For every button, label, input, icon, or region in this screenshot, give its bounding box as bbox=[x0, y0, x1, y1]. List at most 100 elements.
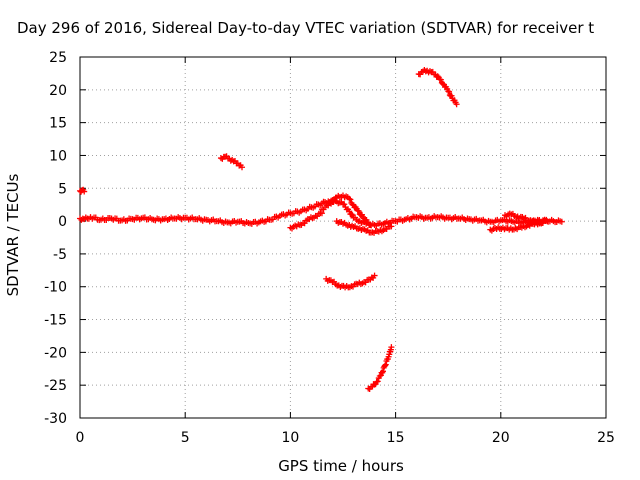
data-point bbox=[237, 162, 244, 169]
data-point bbox=[96, 217, 103, 224]
x-tick-label: 0 bbox=[76, 430, 85, 446]
data-point bbox=[233, 219, 240, 226]
data-point bbox=[222, 218, 229, 225]
data-point bbox=[434, 73, 441, 80]
y-tick-label: 15 bbox=[49, 116, 67, 132]
series-0 bbox=[77, 186, 88, 195]
data-point bbox=[439, 80, 446, 87]
data-point bbox=[519, 213, 526, 220]
x-tick-label: 10 bbox=[281, 430, 299, 446]
chart-title: Day 296 of 2016, Sidereal Day-to-day VTE… bbox=[17, 19, 594, 37]
data-point bbox=[254, 220, 261, 227]
data-point bbox=[437, 76, 444, 83]
series-6 bbox=[502, 210, 546, 227]
y-tick-label: 10 bbox=[49, 148, 67, 164]
data-point bbox=[387, 346, 394, 353]
series-10 bbox=[365, 344, 395, 392]
data-point bbox=[347, 196, 354, 203]
data-point bbox=[446, 88, 453, 95]
data-point bbox=[311, 214, 318, 221]
data-point bbox=[341, 201, 348, 208]
data-point bbox=[349, 201, 356, 208]
y-tick-label: -20 bbox=[44, 345, 67, 361]
data-point bbox=[330, 199, 337, 206]
data-point bbox=[380, 227, 387, 234]
data-point bbox=[317, 202, 324, 209]
data-point bbox=[275, 214, 282, 221]
data-point bbox=[374, 378, 381, 385]
y-tick-label: 5 bbox=[58, 181, 67, 197]
data-point bbox=[296, 209, 303, 216]
data-point bbox=[346, 284, 353, 291]
y-tick-label: -10 bbox=[44, 280, 67, 296]
data-point bbox=[217, 155, 224, 162]
data-point bbox=[327, 277, 334, 284]
y-tick-label: -25 bbox=[44, 378, 67, 394]
data-point bbox=[348, 211, 355, 218]
data-point bbox=[548, 216, 555, 223]
data-point bbox=[448, 92, 455, 99]
y-tick-label: -5 bbox=[53, 247, 67, 263]
data-point bbox=[464, 215, 471, 222]
data-point bbox=[304, 216, 311, 223]
data-point bbox=[401, 216, 408, 223]
data-point bbox=[380, 220, 387, 227]
data-point bbox=[506, 217, 513, 224]
data-point bbox=[355, 208, 362, 215]
series-3 bbox=[287, 210, 325, 232]
x-axis-label: GPS time / hours bbox=[278, 457, 404, 475]
data-point bbox=[148, 216, 155, 223]
plot-frame bbox=[79, 56, 607, 419]
data-point bbox=[345, 206, 352, 213]
data-point bbox=[243, 218, 250, 225]
data-point bbox=[364, 219, 371, 226]
data-point bbox=[361, 226, 368, 233]
data-points bbox=[77, 67, 565, 392]
data-point bbox=[127, 215, 134, 222]
data-point bbox=[523, 223, 530, 230]
x-tick-label: 25 bbox=[597, 430, 615, 446]
y-tick-label: -30 bbox=[44, 411, 67, 427]
data-point bbox=[386, 223, 393, 230]
data-point bbox=[306, 203, 313, 210]
data-point bbox=[452, 99, 459, 106]
data-point bbox=[359, 280, 366, 287]
data-point bbox=[138, 215, 145, 222]
data-point bbox=[438, 79, 445, 86]
data-point bbox=[485, 217, 492, 224]
data-point bbox=[376, 372, 383, 379]
axis-ticks: 0 5 10 15 20 25 -30 -25 -20 -15 -10 -5 0 5 10 15 20 25 bbox=[44, 50, 615, 446]
data-point bbox=[285, 209, 292, 216]
y-tick-label: 20 bbox=[49, 83, 67, 99]
data-point bbox=[229, 156, 236, 163]
data-point bbox=[359, 213, 366, 220]
data-point bbox=[317, 210, 324, 217]
series-2 bbox=[318, 192, 374, 229]
grid bbox=[80, 57, 606, 418]
data-point bbox=[379, 368, 386, 375]
series-4 bbox=[333, 218, 395, 236]
y-tick-label: 0 bbox=[58, 214, 67, 230]
data-point bbox=[382, 361, 389, 368]
data-point bbox=[80, 186, 87, 193]
data-point bbox=[338, 218, 345, 225]
data-point bbox=[106, 215, 113, 222]
series-7 bbox=[217, 153, 246, 171]
data-point bbox=[370, 274, 377, 281]
series-9 bbox=[323, 272, 378, 291]
data-point bbox=[117, 217, 124, 224]
x-tick-label: 5 bbox=[181, 430, 190, 446]
y-tick-label: -15 bbox=[44, 313, 67, 329]
y-tick-label: 25 bbox=[49, 50, 67, 66]
data-point bbox=[298, 221, 305, 228]
data-point bbox=[557, 218, 564, 225]
x-tick-label: 15 bbox=[387, 430, 405, 446]
data-point bbox=[159, 216, 166, 223]
series-8 bbox=[415, 67, 460, 108]
data-point bbox=[385, 353, 392, 360]
x-tick-label: 20 bbox=[492, 430, 510, 446]
data-point bbox=[496, 218, 503, 225]
data-point bbox=[538, 220, 545, 227]
data-point bbox=[426, 68, 433, 75]
